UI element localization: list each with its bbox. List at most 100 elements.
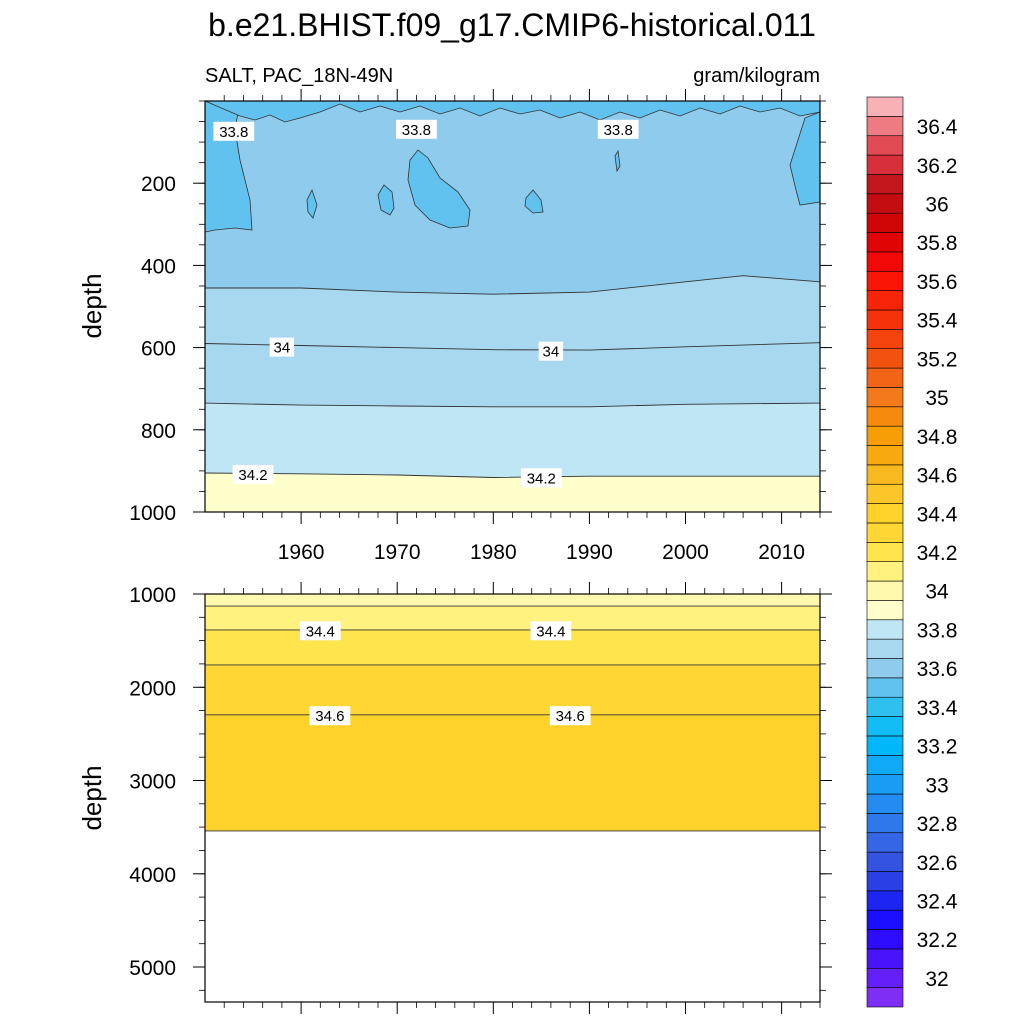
colorbar-swatch bbox=[866, 96, 904, 117]
colorbar-swatch bbox=[866, 290, 904, 311]
y-tick-label: 1000 bbox=[129, 502, 176, 525]
contour-label-box bbox=[213, 121, 255, 141]
colorbar-swatch bbox=[866, 251, 904, 272]
colorbar-label: 34.4 bbox=[917, 503, 958, 526]
upper-panel: 33.8 33.8 33.8 34 34 34.2 34.2 200 400 600 800 100… bbox=[77, 89, 832, 525]
salinity-band-34.5 bbox=[205, 629, 820, 665]
colorbar-swatch bbox=[866, 270, 904, 291]
colorbar-swatch bbox=[866, 348, 904, 369]
colorbar-swatch bbox=[866, 813, 904, 834]
colorbar-swatch bbox=[866, 232, 904, 253]
contour-label: 33.8 bbox=[402, 122, 431, 139]
colorbar-boxes bbox=[866, 96, 904, 1008]
contour-label-box bbox=[597, 119, 639, 139]
contour-label-box bbox=[520, 468, 562, 488]
colorbar-swatch bbox=[866, 561, 904, 582]
colorbar-label: 35.6 bbox=[917, 271, 958, 294]
y-tick-label: 600 bbox=[141, 338, 176, 361]
contour-label-box bbox=[299, 621, 341, 641]
upper-fill-layer bbox=[204, 100, 821, 512]
colorbar-label: 34.8 bbox=[917, 426, 958, 449]
contour-label-box bbox=[538, 341, 564, 361]
upper-contour-layer bbox=[204, 275, 821, 478]
contour-label: 34.6 bbox=[556, 708, 585, 725]
contour-label-box bbox=[232, 465, 274, 484]
colorbar-swatch bbox=[866, 967, 904, 988]
x-tick-label: 1990 bbox=[566, 541, 613, 564]
colorbar-swatch bbox=[866, 987, 904, 1008]
x-tick-label: 2000 bbox=[662, 541, 709, 564]
colorbar-swatch bbox=[866, 696, 904, 717]
colorbar-swatch bbox=[866, 658, 904, 679]
fresh-water-pocket-1 bbox=[204, 100, 821, 123]
colorbar-label: 32 bbox=[925, 968, 948, 991]
contour-label-box bbox=[269, 337, 295, 357]
colorbar-swatch bbox=[866, 212, 904, 233]
colorbar-swatch bbox=[866, 154, 904, 175]
colorbar-swatch bbox=[866, 851, 904, 872]
colorbar-swatch bbox=[866, 503, 904, 524]
colorbar-label: 35.2 bbox=[917, 348, 958, 371]
fresh-water-pocket-3 bbox=[407, 149, 471, 229]
colorbar-label: 33.8 bbox=[917, 619, 958, 642]
colorbar-swatch bbox=[866, 929, 904, 950]
colorbar-swatch bbox=[866, 832, 904, 853]
colorbar-label: 34.6 bbox=[917, 465, 958, 488]
colorbar-labels: 32 32.2 32.4 32.6 32.8 33 33.2 33.4 33.6 33.8 34 34… bbox=[917, 116, 958, 991]
colorbar-label: 35.4 bbox=[917, 310, 958, 333]
colorbar-swatch bbox=[866, 174, 904, 195]
x-tick-label: 1960 bbox=[278, 541, 325, 564]
colorbar-swatch bbox=[866, 387, 904, 408]
colorbar-label: 35.8 bbox=[917, 232, 958, 255]
colorbar-label: 32.6 bbox=[917, 852, 958, 875]
x-tick-label: 1970 bbox=[374, 541, 421, 564]
colorbar: 32 32.2 32.4 32.6 32.8 33 33.2 33.4 33.6 33.8 34 34… bbox=[866, 96, 958, 1008]
colorbar-swatch bbox=[866, 871, 904, 892]
colorbar-label: 36.4 bbox=[917, 116, 958, 139]
colorbar-swatch bbox=[866, 522, 904, 543]
lower-panel: 34.4 34.4 34.6 34.6 1000 2000 3000 4000 5000 de… bbox=[77, 582, 832, 1014]
colorbar-swatch bbox=[866, 619, 904, 640]
right-subtitle: gram/kilogram bbox=[693, 65, 820, 87]
contour-line-34.0 bbox=[204, 342, 821, 351]
colorbar-swatch bbox=[866, 909, 904, 930]
colorbar-swatch bbox=[866, 600, 904, 621]
contour-line-33.9 bbox=[205, 275, 821, 295]
colorbar-swatch bbox=[866, 116, 904, 137]
colorbar-label: 34.2 bbox=[917, 542, 958, 565]
contour-label: 33.8 bbox=[219, 124, 248, 141]
upper-y-axis-label: depth bbox=[77, 273, 107, 338]
contour-label: 34.2 bbox=[238, 467, 267, 484]
contour-label: 34 bbox=[274, 340, 291, 357]
contour-label-box bbox=[549, 706, 591, 726]
contour-label-box bbox=[396, 119, 437, 139]
contour-label-box bbox=[309, 706, 351, 726]
colorbar-swatch bbox=[866, 135, 904, 156]
contour-label-box bbox=[530, 621, 572, 641]
colorbar-swatch bbox=[866, 716, 904, 737]
colorbar-swatch bbox=[866, 406, 904, 427]
lower-axes: 1000 2000 3000 4000 5000 bbox=[129, 582, 832, 1014]
y-tick-label: 1000 bbox=[129, 584, 176, 607]
chart-title: b.e21.BHIST.f09_g17.CMIP6-historical.011 bbox=[208, 7, 816, 43]
colorbar-label: 36.2 bbox=[917, 155, 958, 178]
colorbar-swatch bbox=[866, 754, 904, 775]
fresh-water-pocket-2 bbox=[789, 111, 821, 206]
salinity-band-34.4 bbox=[205, 606, 820, 630]
contour-label: 34.4 bbox=[306, 623, 335, 640]
lower-label-layer: 34.4 34.4 34.6 34.6 bbox=[299, 621, 591, 726]
colorbar-swatch bbox=[866, 890, 904, 911]
colorbar-swatch bbox=[866, 793, 904, 814]
salinity-band-34.3 bbox=[205, 594, 820, 607]
colorbar-swatch bbox=[866, 638, 904, 659]
salinity-band-33.8 bbox=[205, 101, 820, 295]
y-tick-label: 400 bbox=[141, 255, 176, 278]
colorbar-swatch bbox=[866, 329, 904, 349]
colorbar-swatch bbox=[866, 542, 904, 562]
contour-label: 33.8 bbox=[604, 122, 633, 139]
colorbar-swatch bbox=[866, 367, 904, 388]
contour-line-34.1 bbox=[204, 402, 821, 408]
colorbar-label: 32.2 bbox=[917, 929, 958, 952]
y-tick-label: 4000 bbox=[129, 864, 176, 887]
x-axis: 1960 1970 1980 1990 2000 2010 bbox=[278, 541, 805, 564]
